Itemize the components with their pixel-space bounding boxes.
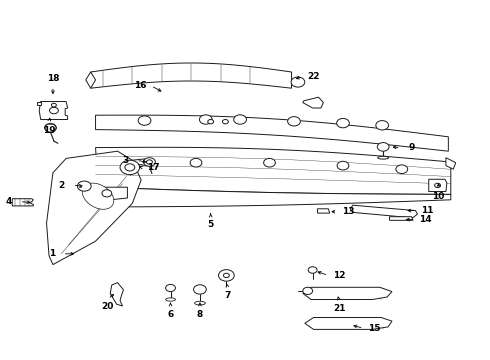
Circle shape [45, 123, 56, 132]
Text: 10: 10 [432, 192, 445, 202]
Circle shape [102, 190, 112, 197]
Circle shape [199, 115, 212, 124]
Polygon shape [39, 102, 68, 120]
Polygon shape [12, 199, 33, 206]
Text: 13: 13 [342, 207, 354, 216]
Polygon shape [47, 151, 141, 265]
Text: 15: 15 [368, 324, 381, 333]
Polygon shape [96, 115, 448, 151]
Text: 22: 22 [307, 72, 320, 81]
Circle shape [144, 158, 155, 166]
Text: 8: 8 [197, 310, 203, 319]
Circle shape [125, 164, 135, 171]
Circle shape [291, 77, 305, 87]
Circle shape [120, 160, 140, 175]
Text: 17: 17 [147, 163, 159, 172]
Text: 21: 21 [333, 304, 345, 313]
Polygon shape [303, 97, 323, 108]
Circle shape [337, 161, 349, 170]
Circle shape [49, 107, 58, 114]
Circle shape [223, 273, 229, 278]
Text: 9: 9 [408, 143, 415, 152]
Text: 3: 3 [122, 156, 128, 165]
Text: 12: 12 [333, 271, 345, 280]
Circle shape [377, 143, 389, 151]
Polygon shape [390, 217, 413, 220]
Circle shape [51, 103, 56, 107]
Circle shape [234, 115, 246, 124]
Polygon shape [429, 179, 447, 192]
Text: 19: 19 [43, 126, 55, 135]
Circle shape [77, 181, 91, 191]
Circle shape [303, 287, 313, 294]
Polygon shape [37, 102, 41, 105]
Circle shape [208, 120, 214, 124]
Circle shape [396, 165, 408, 174]
Text: 18: 18 [47, 74, 59, 83]
Ellipse shape [378, 156, 389, 159]
Text: 20: 20 [101, 302, 114, 311]
Polygon shape [350, 205, 417, 218]
Polygon shape [318, 209, 330, 213]
Polygon shape [132, 158, 152, 166]
Polygon shape [110, 283, 123, 306]
Text: 7: 7 [224, 292, 231, 300]
Circle shape [219, 270, 234, 281]
Polygon shape [303, 287, 392, 300]
Polygon shape [98, 187, 127, 200]
Circle shape [288, 117, 300, 126]
Polygon shape [91, 63, 292, 88]
Text: 11: 11 [421, 206, 434, 215]
Text: 1: 1 [49, 249, 55, 258]
Ellipse shape [166, 298, 175, 301]
Polygon shape [446, 158, 456, 169]
Ellipse shape [82, 183, 114, 209]
Circle shape [138, 116, 151, 125]
Circle shape [337, 118, 349, 128]
Polygon shape [86, 72, 96, 88]
Text: 6: 6 [168, 310, 173, 319]
Circle shape [166, 284, 175, 292]
Circle shape [308, 267, 317, 273]
Circle shape [147, 160, 152, 164]
Circle shape [194, 285, 206, 294]
Text: 4: 4 [5, 197, 12, 206]
Text: 2: 2 [59, 181, 65, 190]
Text: 5: 5 [208, 220, 214, 229]
Polygon shape [96, 147, 451, 194]
Circle shape [264, 158, 275, 167]
Ellipse shape [195, 301, 205, 305]
Polygon shape [98, 187, 451, 207]
Circle shape [435, 183, 441, 188]
Text: 14: 14 [419, 215, 432, 224]
Circle shape [190, 158, 202, 167]
Circle shape [222, 120, 228, 124]
Text: 16: 16 [134, 81, 147, 90]
Circle shape [376, 121, 389, 130]
Polygon shape [305, 318, 392, 329]
